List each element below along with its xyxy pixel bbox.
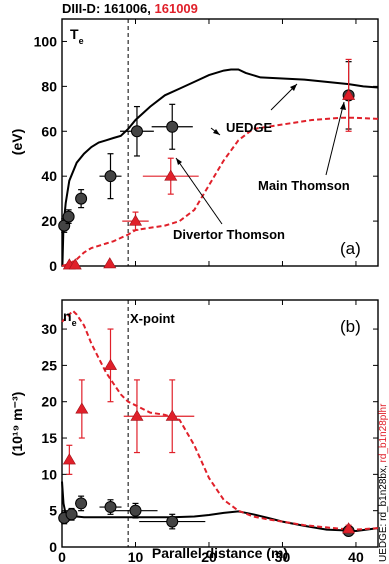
ne-x-tick-label: 20 <box>201 549 217 564</box>
x-point-label: X-point <box>130 311 175 326</box>
ne-y-tick-label: 0 <box>49 539 57 555</box>
figure-header: DIII-D: 161006, 161009 <box>62 1 198 16</box>
te-quantity-main: T <box>70 26 79 42</box>
ne-thomson-point-161009 <box>165 409 179 421</box>
te-quantity-sub: e <box>79 36 84 46</box>
x-axis-label: Parallel distance (m) <box>152 545 288 561</box>
te-panel: 0 20 40 60 80 100 (a) Te (eV) UEDGE Main Thom… <box>9 18 379 274</box>
te-y-tick-label: 80 <box>41 78 57 94</box>
ne-y-tick-label: 10 <box>41 466 57 482</box>
te-y-tick-label: 0 <box>49 258 57 274</box>
ne-y-tick-label: 5 <box>49 503 57 519</box>
ne-panel: 0 5 10 15 20 25 30 0 10 20 30 40 (b) ne X-point (10… <box>9 299 379 564</box>
uedge-case-note: UEDGE: rd_b1n28bx, rd_b1n28plhr <box>378 403 389 562</box>
te-thomson-point-161009 <box>103 257 117 269</box>
header-prefix: DIII-D: <box>62 1 104 16</box>
ne-y-axis-label: (10¹⁹ m⁻³) <box>9 392 25 457</box>
te-y-tick-label: 40 <box>41 168 57 184</box>
ne-x-tick-label: 30 <box>275 549 291 564</box>
te-plot-frame <box>61 18 379 267</box>
ne-y-tick-label: 20 <box>41 394 57 410</box>
ne-thomson-point-161009 <box>130 409 144 421</box>
main-thomson-annotation: Main Thomson <box>258 178 350 193</box>
ne-y-tick-label: 25 <box>41 357 57 373</box>
te-thomson-point-161009 <box>68 258 82 270</box>
main-thomson-arrow-head <box>340 102 346 110</box>
te-thomson-point-161006 <box>62 210 75 223</box>
te-uedge-line-161009 <box>61 116 379 267</box>
te-uedge-line-161006 <box>61 68 379 267</box>
te-y-tick-label: 100 <box>34 33 58 49</box>
ne-uedge-line-161009 <box>61 309 379 531</box>
main-thomson-arrow <box>325 101 345 176</box>
ne-quantity-main: n <box>63 308 72 324</box>
shot-red-label: 161009 <box>155 1 198 16</box>
uedge-case-black: UEDGE: rd_b1n28bx, <box>378 463 389 563</box>
divertor-thomson-annotation: Divertor Thomson <box>173 227 285 242</box>
divertor-thomson-arrow <box>175 157 223 225</box>
te-thomson-point-161006 <box>130 125 143 138</box>
ne-y-tick-label: 15 <box>41 430 57 446</box>
ne-y-tick-label: 30 <box>41 321 57 337</box>
shot-black-label: 161006 <box>104 1 147 16</box>
te-thomson-point-161009 <box>164 169 178 181</box>
ne-thomson-point-161006 <box>129 504 142 517</box>
ne-thomson-point-161009 <box>342 522 356 534</box>
te-y-tick-label: 60 <box>41 123 57 139</box>
te-quantity-label: Te <box>70 26 84 46</box>
header-separator: , <box>147 1 154 16</box>
uedge-arrow-head <box>290 84 297 91</box>
uedge-case-red: rd_b1n28plhr <box>378 403 389 463</box>
ne-thomson-point-161006 <box>75 497 88 510</box>
ne-quantity-sub: e <box>72 318 77 328</box>
te-thomson-point-161009 <box>342 88 356 100</box>
ne-thomson-point-161009 <box>103 358 118 370</box>
te-thomson-point-161006 <box>104 170 117 183</box>
te-thomson-point-161009 <box>128 214 143 226</box>
te-thomson-point-161006 <box>166 120 179 133</box>
te-y-tick-label: 20 <box>41 213 57 229</box>
uedge-annotation: UEDGE <box>226 120 273 135</box>
ne-thomson-point-161006 <box>104 501 117 514</box>
uedge-secondary-arrow-head <box>213 129 220 135</box>
ne-thomson-point-161006 <box>65 508 78 521</box>
ne-quantity-label: ne <box>63 308 77 328</box>
te-y-axis-label: (eV) <box>9 129 25 155</box>
te-thomson-point-161006 <box>75 192 88 205</box>
ne-thomson-point-161009 <box>62 453 76 465</box>
te-panel-label: (a) <box>340 239 361 258</box>
ne-thomson-point-161006 <box>166 515 179 528</box>
ne-x-tick-label: 10 <box>128 549 144 564</box>
ne-thomson-point-161009 <box>75 402 89 414</box>
ne-panel-label: (b) <box>340 317 361 336</box>
ne-x-tick-label: 40 <box>348 549 364 564</box>
ne-x-tick-label: 0 <box>58 549 66 564</box>
divertor-thomson-arrow-head <box>176 158 182 165</box>
